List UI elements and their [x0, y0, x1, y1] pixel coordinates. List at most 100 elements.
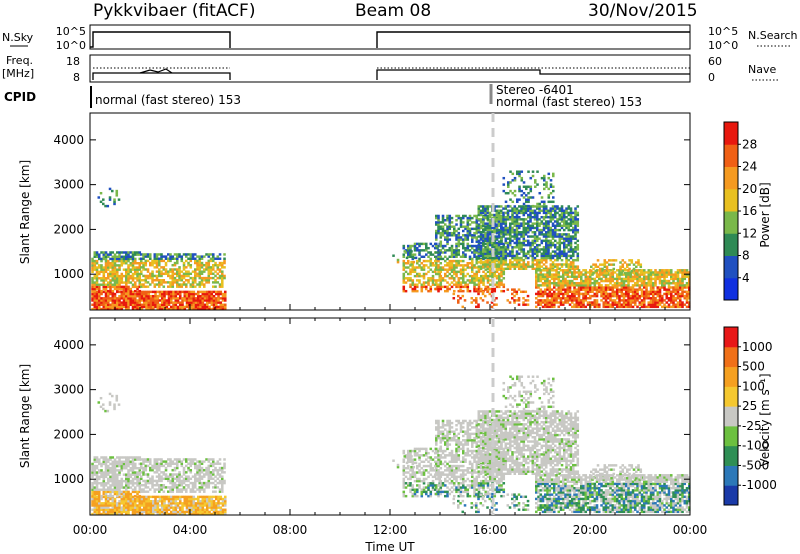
velocity-cell [111, 506, 115, 509]
power-cell [131, 285, 135, 289]
power-cell [191, 279, 195, 282]
power-cell [509, 239, 512, 243]
velocity-cell [194, 508, 198, 512]
power-cell [497, 215, 501, 219]
power-cell [560, 250, 564, 253]
power-cell [502, 252, 505, 255]
power-cell [93, 303, 97, 307]
power-cell [118, 285, 121, 289]
power-cell [649, 275, 653, 278]
power-cell [136, 277, 139, 280]
power-cell [167, 285, 170, 288]
power-cell [450, 246, 454, 250]
power-cell [627, 297, 630, 300]
power-cell [136, 279, 139, 282]
power-cell [102, 255, 106, 259]
velocity-cell [100, 462, 103, 466]
power-cell [169, 255, 172, 258]
power-cell [563, 241, 566, 245]
power-cell [663, 279, 666, 283]
velocity-cell [156, 502, 160, 505]
power-cell [504, 254, 508, 258]
power-cell [93, 299, 97, 302]
power-cell [567, 265, 571, 268]
power-cell [639, 263, 643, 266]
velocity-cell [170, 510, 173, 514]
power-cell [136, 272, 139, 276]
power-cell [527, 256, 530, 260]
power-cell [176, 261, 179, 265]
power-cell [153, 259, 157, 263]
power-cell [214, 285, 217, 288]
power-cell [560, 258, 564, 262]
power-cell [556, 228, 559, 232]
power-cell [619, 267, 622, 271]
power-cell [536, 220, 539, 223]
power-cell [562, 301, 565, 304]
power-cell [402, 281, 406, 284]
power-cell [169, 283, 172, 286]
power-cell [160, 274, 163, 278]
power-cell [176, 270, 179, 273]
power-cell [122, 257, 126, 261]
power-cell [477, 285, 481, 289]
power-cell [568, 281, 572, 285]
velocity-cell [190, 510, 193, 514]
power-cell [152, 299, 155, 302]
power-cell [681, 277, 684, 281]
velocity-cell [170, 504, 173, 507]
velocity-cell [91, 471, 94, 474]
power-cell [185, 253, 188, 256]
power-cell [446, 227, 449, 231]
power-cell [420, 242, 424, 246]
power-cell [607, 288, 610, 291]
power-cell [199, 307, 202, 311]
power-cell [546, 269, 549, 272]
nsearch-tick-bottom: 10^0 [708, 39, 738, 52]
power-cell [180, 259, 184, 263]
power-cell [120, 255, 124, 259]
power-cell [125, 255, 128, 259]
power-cell [97, 196, 101, 199]
power-cell [143, 305, 146, 309]
power-cell [459, 242, 463, 246]
velocity-cell [174, 508, 178, 512]
power-cell [161, 305, 164, 309]
power-cell [511, 200, 515, 204]
power-cell [506, 248, 510, 251]
power-cell [453, 253, 456, 256]
power-cell [466, 229, 470, 233]
power-cell [524, 239, 528, 243]
power-cell [149, 272, 152, 276]
power-cell [574, 209, 577, 212]
power-cell [206, 299, 209, 302]
power-cell [155, 257, 159, 260]
power-cell [473, 285, 476, 289]
power-cell [632, 267, 636, 271]
power-cell [625, 305, 628, 309]
cpid-segment-2b: normal (fast stereo) 153 [496, 95, 642, 109]
power-cell [580, 284, 583, 287]
power-cell [200, 279, 204, 282]
velocity-cell [98, 497, 101, 501]
power-cell [586, 271, 590, 274]
power-cell [115, 191, 119, 195]
power-cell [643, 271, 646, 274]
power-cell [154, 305, 157, 309]
power-cell [98, 283, 101, 286]
power-cell [199, 303, 202, 307]
velocity-cell [163, 510, 166, 514]
power-cell [513, 267, 517, 271]
nsky-tick-top: 10^5 [56, 25, 86, 38]
power-cell [572, 254, 575, 258]
power-cell [418, 279, 421, 282]
power-cell [129, 255, 133, 259]
velocity-cell [208, 497, 211, 501]
power-cell [611, 290, 615, 294]
power-cell [541, 305, 545, 309]
power-cell [205, 268, 208, 271]
power-cell [439, 285, 443, 289]
power-cell [513, 265, 517, 268]
power-cell [453, 272, 456, 276]
power-cell [107, 299, 110, 302]
